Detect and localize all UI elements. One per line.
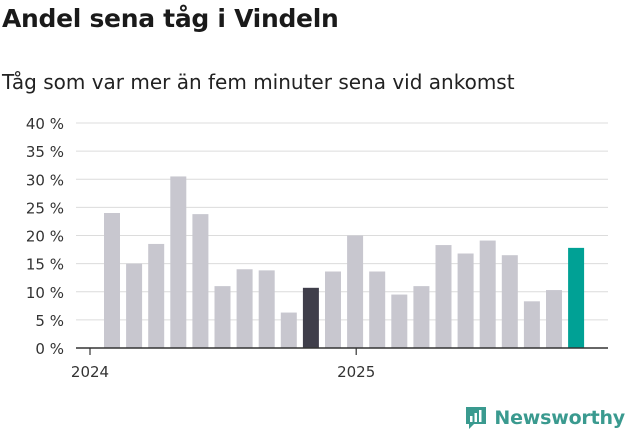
- bar: [435, 245, 452, 348]
- bar: [214, 286, 231, 348]
- y-tick-label: 10 %: [26, 284, 64, 302]
- newsworthy-logo-icon: [466, 407, 487, 429]
- bar: [546, 290, 562, 348]
- x-year-label: 2024: [71, 363, 109, 381]
- y-tick-label: 0 %: [35, 340, 64, 358]
- bar: [126, 263, 143, 348]
- bar: [501, 255, 518, 348]
- bar: [568, 247, 585, 348]
- y-tick-label: 5 %: [35, 312, 64, 330]
- y-tick-label: 25 %: [26, 199, 64, 217]
- bar: [457, 253, 474, 348]
- bars: [104, 176, 585, 348]
- bar: [280, 312, 297, 348]
- newsworthy-logo: Newsworthy: [464, 405, 625, 431]
- chart-subtitle: Tåg som var mer än fem minuter sena vid …: [2, 70, 515, 94]
- bar: [258, 270, 275, 348]
- bar: [192, 214, 209, 348]
- y-tick-label: 20 %: [26, 228, 64, 246]
- y-tick-label: 40 %: [26, 115, 64, 133]
- bar: [347, 235, 364, 348]
- bar: [413, 286, 430, 348]
- y-tick-label: 30 %: [26, 171, 64, 189]
- y-tick-label: 35 %: [26, 143, 64, 161]
- bar: [236, 269, 253, 348]
- y-axis-ticks: 0 % 5 % 10 % 15 % 20 % 25 % 30 % 35 % 40 %: [26, 115, 64, 358]
- bar: [302, 287, 319, 348]
- x-year-label: 2025: [337, 363, 375, 381]
- brand-name: Newsworthy: [494, 407, 625, 429]
- chart-title: Andel sena tåg i Vindeln: [2, 4, 339, 33]
- bar: [148, 243, 165, 348]
- bar: [391, 294, 408, 348]
- x-axis: 2024 2025: [71, 347, 608, 381]
- bar: [104, 213, 120, 348]
- bar: [369, 271, 386, 348]
- y-tick-label: 15 %: [26, 256, 64, 274]
- bar: [523, 301, 540, 348]
- bar: [170, 176, 187, 348]
- grid-lines: [76, 122, 608, 321]
- bar: [479, 240, 496, 348]
- bar: [325, 271, 341, 348]
